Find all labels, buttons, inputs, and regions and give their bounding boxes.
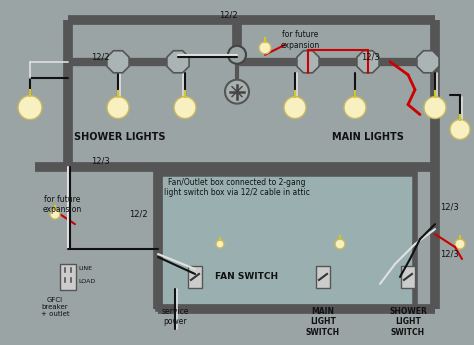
Bar <box>60 264 76 290</box>
Bar <box>401 266 415 288</box>
Text: MAIN
LIGHT
SWITCH: MAIN LIGHT SWITCH <box>306 307 340 337</box>
Circle shape <box>344 97 366 119</box>
Text: 12/3: 12/3 <box>91 157 109 166</box>
Text: LINE: LINE <box>78 266 92 272</box>
Circle shape <box>259 42 271 54</box>
Polygon shape <box>167 51 189 73</box>
Text: 12/3: 12/3 <box>361 52 379 61</box>
Text: GFCI
breaker
+ outlet: GFCI breaker + outlet <box>41 297 69 317</box>
Circle shape <box>424 97 446 119</box>
Text: service
power: service power <box>161 307 189 326</box>
Text: 12/3: 12/3 <box>440 249 459 258</box>
Circle shape <box>284 97 306 119</box>
Circle shape <box>228 46 246 64</box>
Polygon shape <box>297 51 319 73</box>
Text: 12/2: 12/2 <box>91 52 109 61</box>
Circle shape <box>450 120 470 139</box>
Polygon shape <box>357 51 379 73</box>
Text: SHOWER
LIGHT
SWITCH: SHOWER LIGHT SWITCH <box>389 307 427 337</box>
Text: MAIN LIGHTS: MAIN LIGHTS <box>332 132 404 142</box>
Circle shape <box>107 97 129 119</box>
Circle shape <box>174 97 196 119</box>
Text: FAN SWITCH: FAN SWITCH <box>215 273 278 282</box>
Circle shape <box>50 209 60 219</box>
Circle shape <box>335 239 345 249</box>
Circle shape <box>455 239 465 249</box>
Text: 12/3: 12/3 <box>440 203 459 212</box>
Polygon shape <box>107 51 129 73</box>
Text: LOAD: LOAD <box>78 279 95 284</box>
Text: 12/2: 12/2 <box>219 10 237 19</box>
Polygon shape <box>417 51 439 73</box>
Text: for future
expansion: for future expansion <box>281 30 319 50</box>
Circle shape <box>216 240 224 248</box>
Bar <box>316 266 330 288</box>
Circle shape <box>18 96 42 120</box>
Circle shape <box>225 80 249 104</box>
Text: 12/2: 12/2 <box>129 210 148 219</box>
Text: for future
expansion: for future expansion <box>42 195 82 214</box>
Text: Fan/Outlet box connected to 2-gang
light switch box via 12/2 cable in attic: Fan/Outlet box connected to 2-gang light… <box>164 178 310 197</box>
Bar <box>188 266 202 288</box>
Text: SHOWER LIGHTS: SHOWER LIGHTS <box>74 132 166 142</box>
Bar <box>158 174 415 309</box>
